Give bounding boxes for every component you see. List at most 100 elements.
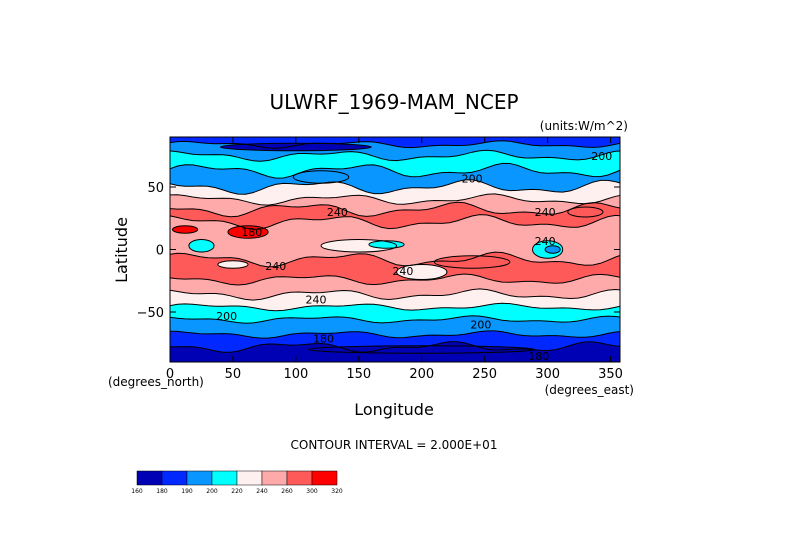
contour-anomaly	[434, 255, 510, 269]
contour-value-label: 240	[306, 294, 327, 307]
contour-band	[170, 202, 620, 230]
contour-anomaly	[293, 170, 349, 184]
contour-line	[567, 206, 604, 218]
contour-line	[170, 341, 620, 353]
contour-line	[170, 288, 620, 301]
contour-bands	[170, 137, 620, 362]
colorbar-level-label: 160	[131, 488, 143, 495]
contour-line	[188, 239, 215, 253]
colorbar-swatch	[261, 470, 288, 486]
contour-line	[170, 302, 620, 312]
contour-value-label: 240	[392, 265, 413, 278]
x-tick-label: 300	[535, 367, 560, 382]
x-axis-label: Longitude	[354, 400, 434, 419]
contour-interval-note: CONTOUR INTERVAL = 2.000E+01	[291, 438, 498, 452]
contour-anomaly	[396, 264, 447, 280]
colorbar-swatch	[161, 470, 188, 486]
contour-value-label: 200	[462, 172, 483, 185]
contour-band	[170, 150, 620, 179]
contour-anomaly	[368, 240, 405, 249]
colorbar-legend: 160 180 190 200 220 240 260 300 320	[131, 470, 343, 495]
contour-value-label: 200	[470, 319, 491, 332]
contour-value-label: 200	[591, 150, 612, 163]
x-tick-label: 0	[166, 367, 174, 382]
contour-line	[170, 179, 620, 195]
x-tick-label: 150	[346, 367, 371, 382]
colorbar-swatch	[186, 470, 213, 486]
contour-value-label: 200	[216, 310, 237, 323]
contour-line	[172, 225, 199, 234]
colorbar-swatch	[136, 470, 163, 486]
contour-line	[217, 260, 249, 269]
y-tick-label: 50	[147, 181, 164, 196]
colorbar-level-label: 220	[231, 488, 243, 495]
contour-anomaly	[308, 345, 536, 354]
contour-line	[368, 240, 405, 249]
x-tick-label: 200	[409, 367, 434, 382]
contour-anomaly	[545, 245, 561, 254]
contour-value-label: 180	[528, 350, 549, 363]
contour-fill-plot: 200 240 240 180 240 240 240 240 200 200 180 200 180	[169, 136, 621, 363]
colorbar-level-label: 320	[331, 488, 343, 495]
contour-value-label: 240	[265, 260, 286, 273]
contour-line	[544, 245, 561, 254]
contour-band	[170, 303, 620, 324]
contour-band	[170, 193, 620, 217]
x-axis-ticks: 0 50 100 150 200 250 300 350	[166, 137, 623, 382]
contour-anomaly	[220, 143, 372, 151]
contour-line	[396, 264, 448, 280]
contour-value-label: 180	[241, 226, 262, 239]
contour-anomaly	[567, 207, 604, 217]
y-axis-ticks: 50 0 −50	[137, 181, 620, 321]
contour-value-label: 180	[313, 332, 334, 345]
contour-line	[433, 255, 511, 269]
colorbar-level-label: 200	[206, 488, 218, 495]
y-tick-label: −50	[137, 306, 164, 321]
colorbar-level-label: 300	[306, 488, 318, 495]
colorbar-swatch	[311, 470, 338, 486]
contour-line	[227, 225, 269, 239]
colorbar-level-label: 260	[281, 488, 293, 495]
contour-line	[219, 142, 372, 152]
contour-line	[170, 193, 620, 206]
contour-line	[320, 239, 398, 253]
contour-value-label: 240	[327, 206, 348, 219]
contour-line	[307, 345, 536, 354]
contour-line	[170, 251, 620, 268]
x-tick-label: 50	[225, 367, 242, 382]
y-unit-note: (degrees_north)	[108, 375, 204, 389]
colorbar-swatch	[211, 470, 238, 486]
contour-value-label: 240	[535, 235, 556, 248]
x-tick-label: 350	[598, 367, 623, 382]
y-axis-label: Latitude	[112, 217, 131, 283]
contour-line	[170, 149, 620, 162]
x-unit-note: (degrees_east)	[545, 383, 634, 397]
contour-anomaly	[188, 239, 215, 252]
colorbar-swatch	[236, 470, 263, 486]
contour-value-label: 240	[535, 206, 556, 219]
contour-anomaly	[172, 225, 198, 234]
colorbar-level-label: 180	[156, 488, 168, 495]
colorbar-level-label: 190	[181, 488, 193, 495]
contour-line	[532, 240, 564, 259]
colorbar-swatch	[286, 470, 313, 486]
y-tick-label: 0	[156, 244, 164, 259]
contour-line	[170, 315, 620, 324]
contour-line	[170, 214, 620, 230]
contour-line	[170, 201, 620, 218]
contour-labels: 200 240 240 180 240 240 240 240 200 200 180 200 180	[216, 150, 612, 363]
contour-lines	[170, 140, 620, 354]
units-label: (units:W/m^2)	[540, 119, 628, 133]
contour-band	[170, 179, 620, 206]
contour-band	[170, 288, 620, 311]
colorbar-level-label: 240	[256, 488, 268, 495]
x-tick-label: 100	[283, 367, 308, 382]
x-tick-label: 250	[472, 367, 497, 382]
contour-band	[170, 163, 620, 195]
contour-line	[170, 273, 620, 286]
chart-title: ULWRF_1969-MAM_NCEP	[269, 90, 518, 114]
contour-line	[292, 170, 350, 184]
contour-anomaly	[217, 260, 249, 269]
contour-line	[170, 330, 620, 339]
